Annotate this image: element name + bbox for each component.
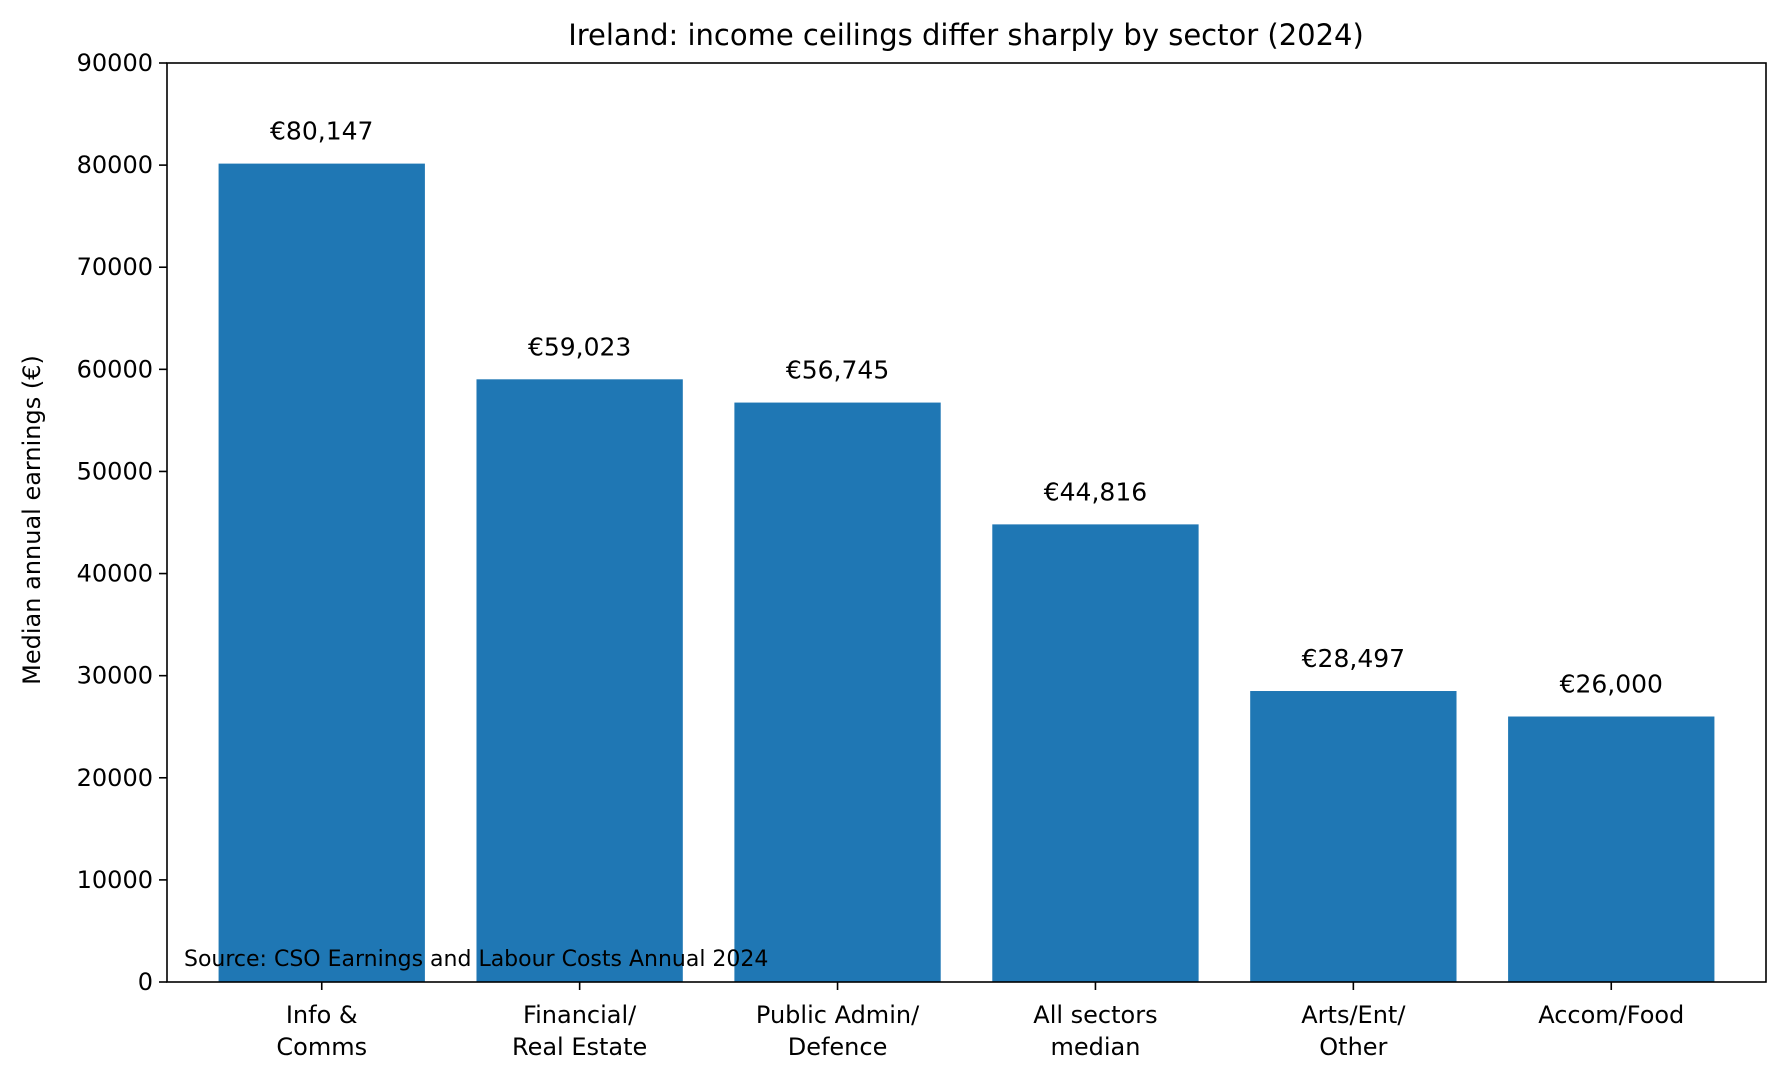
y-tick-label: 70000 <box>77 253 153 281</box>
y-tick-label: 60000 <box>77 355 153 383</box>
x-tick-label: median <box>1050 1033 1140 1061</box>
x-tick-label: Financial/ <box>523 1001 637 1029</box>
y-tick-label: 20000 <box>77 764 153 792</box>
source-note: Source: CSO Earnings and Labour Costs An… <box>184 947 768 972</box>
x-tick-label: Info & <box>286 1001 358 1029</box>
x-tick-label: All sectors <box>1033 1001 1157 1029</box>
data-labels-group: €80,147 €59,023 €56,745 €44,816 €28,497 €26,0… <box>270 117 1663 699</box>
bar <box>734 402 941 982</box>
bar-value-label: €59,023 <box>528 332 631 361</box>
bar-value-label: €80,147 <box>270 117 373 146</box>
bar <box>1508 716 1715 982</box>
bar-value-label: €26,000 <box>1560 670 1663 699</box>
y-tick-label: 90000 <box>77 49 153 77</box>
x-tick-label: Comms <box>276 1033 367 1061</box>
bar-value-label: €56,745 <box>786 356 889 385</box>
y-tick-label: 40000 <box>77 560 153 588</box>
x-tick-label: Arts/Ent/ <box>1301 1001 1406 1029</box>
bar <box>218 163 425 982</box>
y-tick-label: 80000 <box>77 151 153 179</box>
bar-value-label: €44,816 <box>1044 477 1147 506</box>
x-tick-label: Public Admin/ <box>756 1001 920 1029</box>
plot-frame <box>166 62 1767 983</box>
x-axis-ticks: Info & Comms Financial/Real Estate Public A… <box>276 982 1684 1061</box>
y-tick-label: 30000 <box>77 662 153 690</box>
y-tick-label: 10000 <box>77 866 153 894</box>
chart-title: Ireland: income ceilings differ sharply … <box>568 18 1364 52</box>
bar-value-label: €28,497 <box>1302 644 1405 673</box>
y-tick-label: 0 <box>138 968 153 996</box>
bar <box>476 379 683 983</box>
bar <box>992 524 1199 982</box>
x-tick-label: Real Estate <box>512 1033 647 1061</box>
x-tick-label: Accom/Food <box>1538 1001 1684 1029</box>
x-tick-label: Other <box>1319 1033 1387 1061</box>
y-axis-label: Median annual earnings (€) <box>18 355 46 685</box>
bar <box>1250 691 1457 982</box>
y-axis-ticks: 0 10000 20000 30000 40000 50000 60000 70000 8000… <box>77 49 167 996</box>
y-tick-label: 50000 <box>77 457 153 485</box>
bars-group <box>218 163 1715 983</box>
x-tick-label: Defence <box>788 1033 888 1061</box>
